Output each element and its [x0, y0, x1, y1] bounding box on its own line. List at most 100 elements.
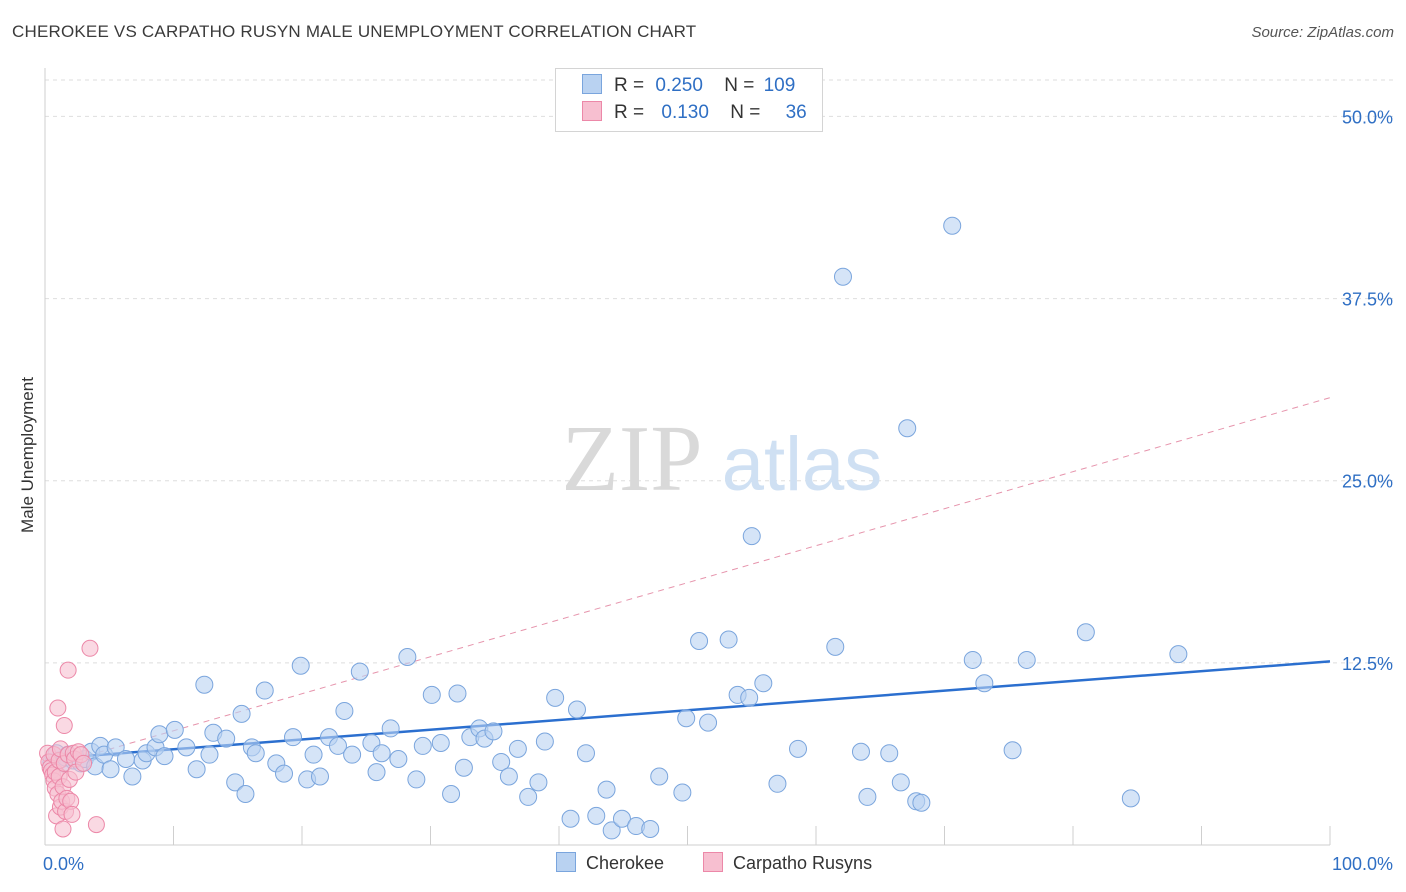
point-cherokee [255, 681, 274, 700]
trend-line-carpatho [44, 397, 1331, 769]
correlation-legend: R = 0.250 N = 109 R = 0.130 N = 36 [555, 68, 823, 132]
point-cherokee [165, 720, 184, 739]
point-cherokee [546, 688, 565, 707]
point-cherokee [217, 729, 236, 748]
point-cherokee [492, 752, 511, 771]
y-tick-label: 12.5% [1342, 654, 1393, 674]
x-tick-label-max: 100.0% [1332, 854, 1393, 874]
point-cherokee [226, 773, 245, 792]
point-cherokee [833, 267, 852, 286]
point-cherokee [677, 709, 696, 728]
point-carpatho [75, 754, 93, 772]
point-cherokee [448, 684, 467, 703]
point-cherokee [912, 793, 931, 812]
y-tick-label: 50.0% [1342, 107, 1393, 127]
point-cherokee [880, 744, 899, 763]
point-cherokee [587, 806, 606, 825]
point-cherokee [236, 785, 255, 803]
series-swatch-blue [556, 852, 576, 872]
point-cherokee [851, 742, 870, 761]
source-label: Source: ZipAtlas.com [1251, 24, 1394, 41]
point-cherokee [484, 722, 503, 741]
point-cherokee [284, 728, 303, 747]
point-cherokee [422, 685, 441, 704]
point-cherokee [567, 700, 586, 719]
point-cherokee [389, 750, 408, 769]
point-cherokee [499, 767, 518, 786]
point-cherokee [898, 419, 917, 438]
point-cherokee [200, 745, 219, 764]
series-name-carpatho: Carpatho Rusyns [733, 853, 873, 873]
legend-n-label-1: N = [724, 75, 755, 96]
grid-layer [45, 79, 1393, 664]
point-cherokee [246, 744, 265, 763]
point-cherokee [597, 780, 616, 799]
legend-r-label-2: R = [614, 102, 645, 123]
point-cherokee [641, 819, 660, 838]
point-carpatho [63, 805, 81, 823]
legend-swatch-blue [582, 74, 602, 94]
watermark-atlas: atlas [722, 422, 883, 507]
point-cherokee [275, 764, 294, 783]
point-cherokee [1121, 789, 1140, 808]
point-cherokee [150, 725, 169, 744]
legend-swatch-pink [582, 101, 602, 121]
tick-labels: 12.5% 25.0% 37.5% 50.0% 0.0% 100.0% [43, 107, 1393, 874]
point-cherokee [398, 648, 417, 667]
point-cherokee [508, 739, 527, 758]
point-carpatho [81, 639, 99, 657]
watermark-zip: ZIP [562, 407, 703, 511]
axis-layer [44, 68, 1331, 846]
point-cherokee [123, 767, 142, 786]
legend-r-value-2: 0.130 [661, 102, 709, 123]
point-carpatho [55, 717, 73, 735]
point-cherokee [612, 809, 631, 828]
point-cherokee [291, 656, 310, 675]
series-legend-carpatho: Carpatho Rusyns [703, 852, 872, 874]
point-cherokee [1169, 645, 1188, 664]
point-cherokee [891, 773, 910, 792]
point-cherokee [561, 809, 580, 828]
point-cherokee [350, 662, 369, 681]
point-cherokee [975, 674, 994, 693]
point-cherokee [699, 713, 718, 732]
point-cherokee [535, 732, 554, 751]
point-carpatho [54, 820, 72, 838]
point-cherokee [381, 719, 400, 738]
legend-row-cherokee: R = 0.250 N = 109 [582, 74, 795, 98]
point-cherokee [101, 760, 120, 779]
point-cherokee [1076, 623, 1095, 642]
point-cherokee [177, 738, 196, 757]
point-cherokee [858, 787, 877, 806]
point-carpatho [59, 661, 77, 679]
point-cherokee [232, 704, 251, 723]
point-cherokee [372, 744, 391, 763]
point-cherokee [442, 785, 461, 803]
point-cherokee [155, 747, 174, 766]
point-cherokee [431, 734, 450, 752]
point-cherokee [768, 774, 787, 793]
point-cherokee [943, 216, 962, 235]
point-cherokee [742, 527, 761, 546]
point-cherokee [673, 783, 692, 802]
point-cherokee [407, 770, 426, 789]
point-cherokee [328, 736, 347, 755]
point-cherokee [529, 773, 548, 792]
point-cherokee [754, 674, 773, 693]
point-cherokee [826, 637, 845, 656]
point-cherokee [413, 736, 432, 755]
legend-n-value-1: 109 [763, 75, 796, 96]
legend-n-label-2: N = [730, 102, 761, 123]
legend-row-carpatho: R = 0.130 N = 36 [582, 101, 807, 125]
points-layer [39, 216, 1188, 840]
series-name-cherokee: Cherokee [586, 853, 665, 873]
series-swatch-pink [703, 852, 723, 872]
point-cherokee [690, 632, 709, 650]
y-tick-label: 37.5% [1342, 290, 1393, 310]
legend-r-label-1: R = [614, 75, 645, 96]
point-cherokee [187, 760, 206, 779]
point-cherokee [367, 763, 386, 782]
point-carpatho [49, 699, 67, 717]
point-cherokee [195, 675, 214, 694]
point-cherokee [1017, 650, 1036, 669]
